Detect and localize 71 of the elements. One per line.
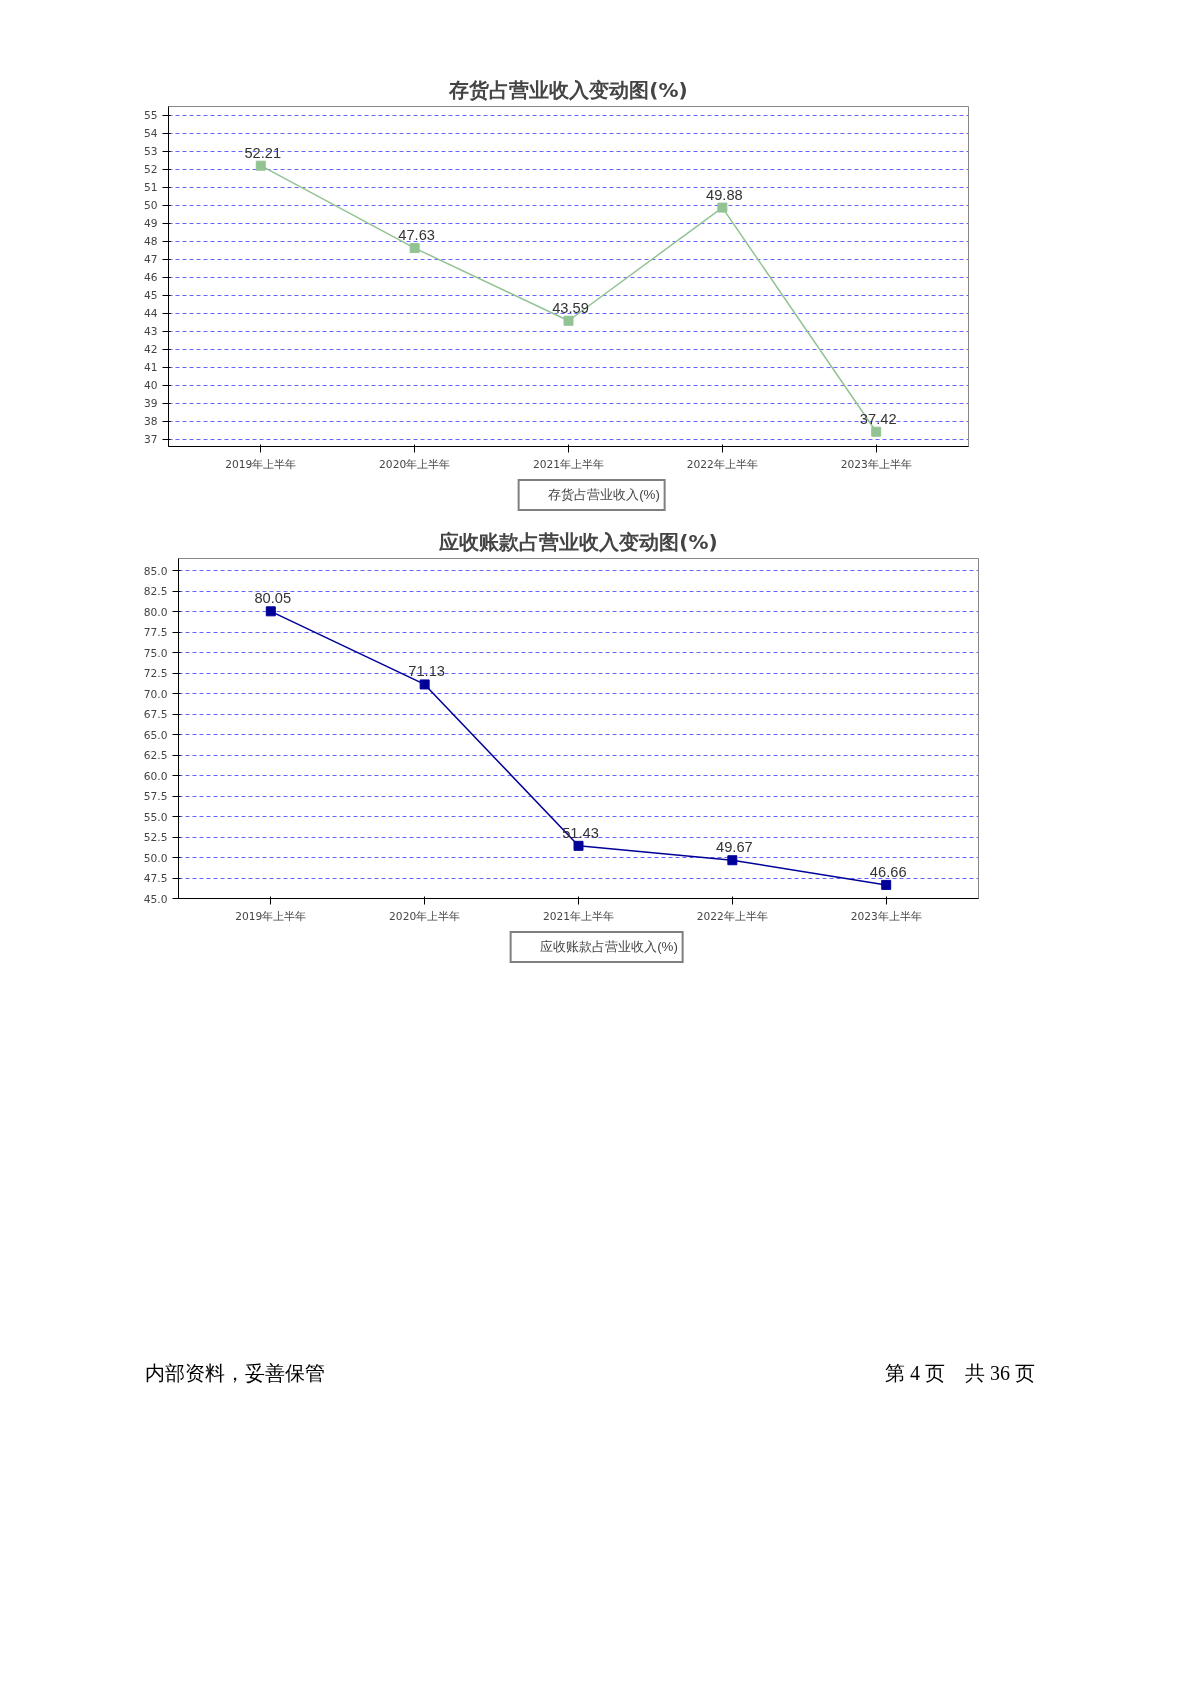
data-label: 52.21 — [244, 144, 282, 161]
y-tick-label: 82.5 — [143, 585, 168, 599]
y-tick-label: 44 — [143, 307, 158, 321]
y-tick-label: 40 — [143, 379, 158, 393]
data-label: 46.66 — [869, 863, 907, 880]
y-tick-label: 50.0 — [143, 851, 168, 865]
y-tick-label: 57.5 — [143, 790, 168, 804]
x-tick-label: 2020年上半年 — [389, 909, 461, 923]
x-tick-label: 2022年上半年 — [686, 457, 758, 471]
text: 存货占营业收入(%) — [548, 486, 660, 504]
y-tick-label: 47 — [143, 253, 158, 267]
data-label: 71.13 — [408, 663, 445, 680]
y-tick-label: 72.5 — [143, 667, 168, 681]
y-tick-label: 53 — [143, 145, 158, 159]
y-tick-label: 50 — [143, 199, 158, 213]
y-tick-label: 48 — [143, 235, 158, 249]
text: 内部资料，妥善保管 — [145, 1361, 325, 1386]
point — [563, 315, 574, 326]
y-tick-label: 43 — [143, 325, 158, 339]
y-tick-label: 49 — [143, 217, 158, 231]
y-tick-label: 85.0 — [143, 564, 168, 578]
x-tick-label: 2022年上半年 — [696, 909, 768, 923]
data-label: 80.05 — [254, 590, 292, 607]
y-tick-label: 55.0 — [143, 810, 168, 824]
x-tick-label: 2023年上半年 — [850, 909, 922, 923]
point — [871, 426, 882, 437]
text: 应收账款占营业收入(%) — [540, 938, 678, 956]
y-tick-label: 60.0 — [143, 769, 168, 783]
point — [409, 243, 420, 254]
point — [265, 606, 276, 617]
y-tick-label: 54 — [143, 127, 158, 141]
point — [419, 679, 430, 690]
y-tick-label: 37 — [143, 433, 158, 447]
text: 第 4 页 共 36 页 — [885, 1361, 1035, 1386]
y-tick-label: 67.5 — [143, 708, 168, 722]
y-tick-label: 52 — [143, 163, 158, 177]
y-tick-label: 47.5 — [143, 872, 168, 886]
x-tick-label: 2019年上半年 — [225, 457, 297, 471]
x-tick-label: 2020年上半年 — [379, 457, 451, 471]
x-tick-label: 2023年上半年 — [840, 457, 912, 471]
data-label: 43.59 — [552, 299, 589, 316]
y-tick-label: 62.5 — [143, 749, 168, 763]
y-tick-label: 52.5 — [143, 831, 168, 845]
data-label: 49.67 — [716, 839, 753, 856]
y-tick-label: 77.5 — [143, 626, 168, 640]
chart-title: 存货占营业收入变动图(%) — [448, 77, 688, 102]
y-tick-label: 80.0 — [143, 605, 168, 619]
point — [255, 160, 266, 171]
y-tick-label: 45.0 — [143, 892, 168, 906]
y-tick-label: 70.0 — [143, 687, 168, 701]
point — [881, 879, 892, 890]
y-tick-label: 38 — [143, 415, 158, 429]
y-tick-label: 75.0 — [143, 646, 168, 660]
data-label: 49.88 — [706, 186, 743, 203]
point — [573, 840, 584, 851]
chart-title: 应收账款占营业收入变动图(%) — [438, 529, 718, 554]
y-tick-label: 65.0 — [143, 728, 168, 742]
x-tick-label: 2021年上半年 — [542, 909, 615, 923]
y-tick-label: 51 — [143, 181, 158, 195]
y-tick-label: 41 — [143, 361, 158, 375]
point — [717, 202, 728, 213]
y-tick-label: 42 — [143, 343, 158, 357]
y-tick-label: 45 — [143, 289, 158, 303]
data-label: 37.42 — [859, 410, 897, 427]
x-tick-label: 2021年上半年 — [532, 457, 605, 471]
y-tick-label: 46 — [143, 271, 158, 285]
data-label: 47.63 — [398, 227, 435, 244]
point — [727, 855, 738, 866]
y-tick-label: 55 — [143, 109, 158, 123]
x-tick-label: 2019年上半年 — [235, 909, 307, 923]
y-tick-label: 39 — [143, 397, 158, 411]
